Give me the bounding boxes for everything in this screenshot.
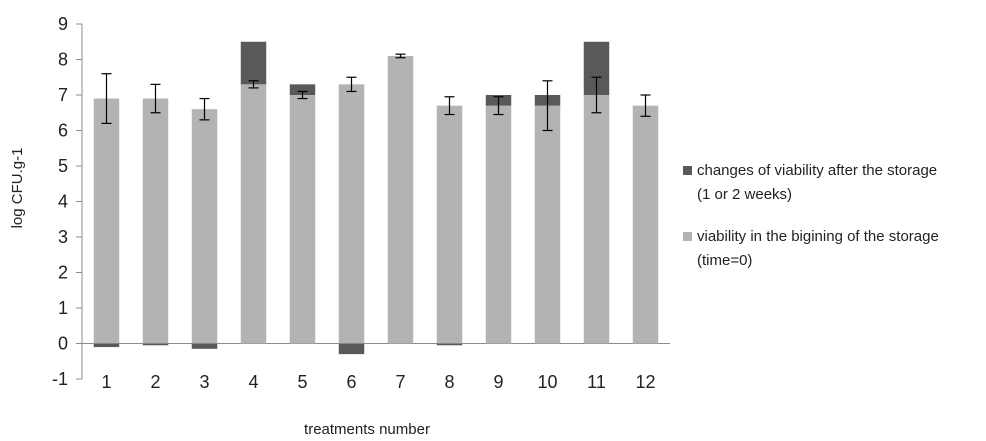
y-tick-label: 2 xyxy=(58,263,68,283)
x-axis-ticks: 1 2 3 4 5 6 7 8 9 10 11 12 xyxy=(101,372,655,392)
y-axis-title: log CFU.g-1 xyxy=(9,148,26,229)
bar-viability-change xyxy=(338,343,365,355)
y-tick-label: 4 xyxy=(58,192,68,212)
x-tick-label: 2 xyxy=(150,372,160,392)
x-tick-label: 9 xyxy=(493,372,503,392)
x-tick-label: 6 xyxy=(346,372,356,392)
legend-swatch-initial xyxy=(683,232,692,241)
bar-viability-change xyxy=(93,343,120,348)
legend-label: (1 or 2 weeks) xyxy=(697,186,792,203)
bar-viability-change xyxy=(191,343,218,349)
y-tick-label: 7 xyxy=(58,85,68,105)
plot-area xyxy=(81,24,670,379)
bar-viability-change xyxy=(142,343,169,346)
x-tick-label: 5 xyxy=(297,372,307,392)
bar-initial-viability xyxy=(142,98,169,344)
x-tick-label: 4 xyxy=(248,372,258,392)
bar-initial-viability xyxy=(387,55,414,344)
x-tick-label: 1 xyxy=(101,372,111,392)
legend-label: (time=0) xyxy=(697,252,752,269)
bar-initial-viability xyxy=(583,95,610,344)
x-tick-label: 3 xyxy=(199,372,209,392)
y-tick-label: -1 xyxy=(52,369,68,389)
bar-initial-viability xyxy=(93,98,120,344)
x-tick-label: 7 xyxy=(395,372,405,392)
y-tick-label: 9 xyxy=(58,14,68,34)
y-tick-label: 0 xyxy=(58,334,68,354)
bar-viability-change xyxy=(436,343,463,346)
legend-label: viability in the bigining of the storage xyxy=(697,228,939,245)
x-tick-label: 10 xyxy=(537,372,557,392)
y-tick-label: 1 xyxy=(58,298,68,318)
bar-initial-viability xyxy=(338,84,365,344)
x-tick-label: 12 xyxy=(635,372,655,392)
legend-label: changes of viability after the storage xyxy=(697,162,937,179)
x-tick-label: 11 xyxy=(587,372,606,392)
legend-swatch-change xyxy=(683,166,692,175)
x-axis-title: treatments number xyxy=(304,421,430,438)
bar-initial-viability xyxy=(632,105,659,344)
bar-viability-change xyxy=(240,41,267,85)
x-tick-label: 8 xyxy=(444,372,454,392)
legend: changes of viability after the storage (1… xyxy=(683,162,939,269)
bar-initial-viability xyxy=(191,109,218,344)
y-tick-label: 6 xyxy=(58,121,68,141)
bar-initial-viability xyxy=(240,84,267,344)
bar-viability-change xyxy=(289,84,316,95)
bar-initial-viability xyxy=(485,105,512,344)
y-tick-label: 3 xyxy=(58,227,68,247)
y-tick-label: 5 xyxy=(58,156,68,176)
y-axis-ticks: -1 0 1 2 3 4 5 6 7 8 9 xyxy=(52,14,82,389)
bar-initial-viability xyxy=(534,105,561,344)
bar-initial-viability xyxy=(289,95,316,344)
y-tick-label: 8 xyxy=(58,50,68,70)
bar-initial-viability xyxy=(436,105,463,344)
